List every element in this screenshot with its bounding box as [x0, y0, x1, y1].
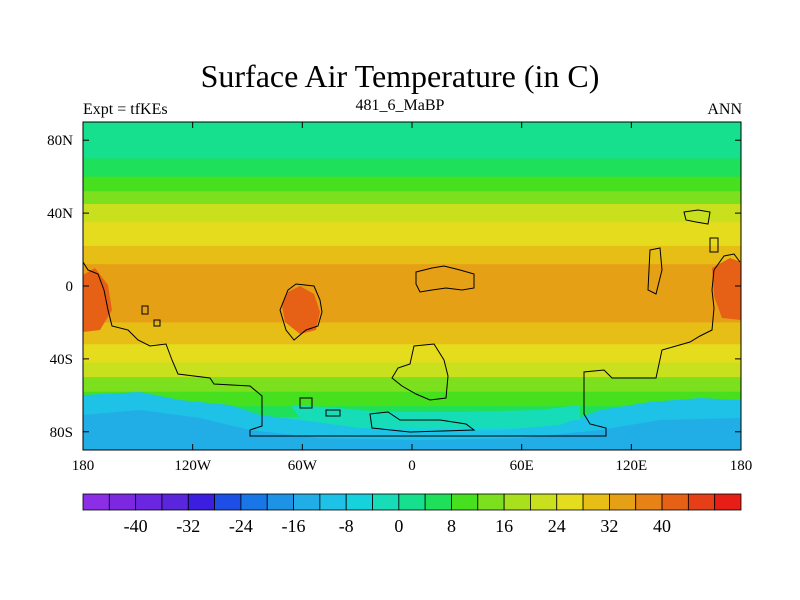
contour-east-small	[709, 237, 719, 253]
lat-tick-label: 40N	[47, 206, 73, 222]
lat-tick-label: 80N	[47, 133, 73, 149]
contour-small-3	[299, 397, 313, 409]
temperature-band	[83, 406, 741, 418]
temperature-band	[83, 391, 741, 407]
temperature-band	[83, 322, 741, 345]
contour-west-continent	[83, 253, 741, 437]
lon-tick-label: 120E	[615, 458, 647, 474]
contour-equator-north	[415, 265, 475, 293]
colorbar-swatch	[503, 493, 531, 511]
contour-south-central	[391, 343, 449, 401]
colorbar-swatch	[635, 493, 663, 511]
hotspot-south-america	[282, 286, 320, 334]
contour-central-isle	[279, 283, 323, 341]
lon-tick-label: 60W	[288, 458, 318, 474]
colorbar-label: 0	[394, 516, 403, 536]
colorbar-swatch	[293, 493, 321, 511]
colorbar-swatch	[451, 493, 479, 511]
temperature-band	[83, 377, 741, 393]
land-contours	[83, 209, 741, 437]
colorbar-label: 32	[600, 516, 618, 536]
colorbar-label: -16	[282, 516, 306, 536]
colorbar-label: 24	[548, 516, 566, 536]
colorbar-label: -32	[176, 516, 200, 536]
colorbar-swatch	[477, 493, 505, 511]
colorbar-swatch	[266, 493, 294, 511]
colorbar-swatch	[687, 493, 716, 511]
colorbar-label: -40	[124, 516, 148, 536]
colorbar-swatch	[582, 493, 610, 511]
lat-tick-label: 0	[66, 279, 74, 295]
temperature-band	[83, 176, 741, 192]
temperature-band	[83, 264, 741, 323]
period-label: 481_6_MaBP	[355, 97, 445, 114]
temperature-field	[83, 122, 741, 450]
temperature-band	[83, 362, 741, 378]
contour-small-4	[325, 409, 341, 417]
colorbar-label: -8	[339, 516, 354, 536]
contour-antarctic-ice	[369, 411, 476, 433]
temperature-band	[83, 122, 741, 159]
hotspot-west-pacific	[83, 268, 112, 332]
colorbar-swatch	[240, 493, 268, 511]
temperature-band	[83, 245, 741, 265]
lon-tick-label: 60E	[510, 458, 534, 474]
colorbar-label: 8	[447, 516, 456, 536]
colorbar-swatch	[345, 493, 373, 511]
map-title: Surface Air Temperature (in C)	[200, 58, 600, 94]
temperature-band	[83, 158, 741, 178]
colorbar-swatch	[135, 493, 163, 511]
longitude-axis: 180 120W 60W 0 60E 120E 180	[72, 122, 753, 474]
colorbar-swatch	[108, 493, 137, 511]
colorbar-swatch	[530, 493, 558, 511]
colorbar-swatch	[609, 493, 637, 511]
colorbar-swatch	[556, 493, 584, 511]
contour-east-strip	[647, 247, 663, 295]
lon-tick-label: 180	[72, 458, 95, 474]
lat-tick-label: 40S	[50, 352, 73, 368]
colorbar: -40 -32 -24 -16 -8 0 8 16 24 32 40	[82, 493, 742, 536]
colorbar-swatch	[319, 493, 347, 511]
lat-tick-label: 80S	[50, 425, 73, 441]
colorbar-label: -24	[229, 516, 253, 536]
colorbar-swatch	[187, 493, 215, 511]
colorbar-swatch	[424, 493, 452, 511]
southern-green-patch	[290, 405, 580, 425]
colorbar-swatch	[661, 493, 689, 511]
colorbar-swatch	[398, 493, 426, 511]
colorbar-swatch	[82, 493, 110, 511]
latitude-axis: 80N 40N 0 40S 80S	[47, 133, 741, 441]
temperature-band	[83, 204, 741, 223]
colorbar-swatch	[372, 493, 400, 511]
season-label: ANN	[707, 101, 742, 118]
colorbar-label: 40	[653, 516, 671, 536]
hotspot-east	[712, 258, 741, 320]
temperature-band	[83, 222, 741, 247]
southern-deep-cold	[83, 410, 741, 450]
contour-small-1	[141, 305, 149, 315]
contour-small-2	[153, 319, 161, 327]
experiment-label: Expt = tfKEs	[83, 101, 168, 118]
colorbar-swatch	[714, 493, 742, 511]
lon-tick-label: 180	[730, 458, 753, 474]
colorbar-label: 16	[495, 516, 513, 536]
lon-tick-label: 120W	[174, 458, 212, 474]
lon-tick-label: 0	[408, 458, 416, 474]
colorbar-swatch	[214, 493, 242, 511]
contour-northeast-isle	[683, 209, 711, 225]
temperature-band	[83, 191, 741, 205]
colorbar-swatch	[161, 493, 189, 511]
